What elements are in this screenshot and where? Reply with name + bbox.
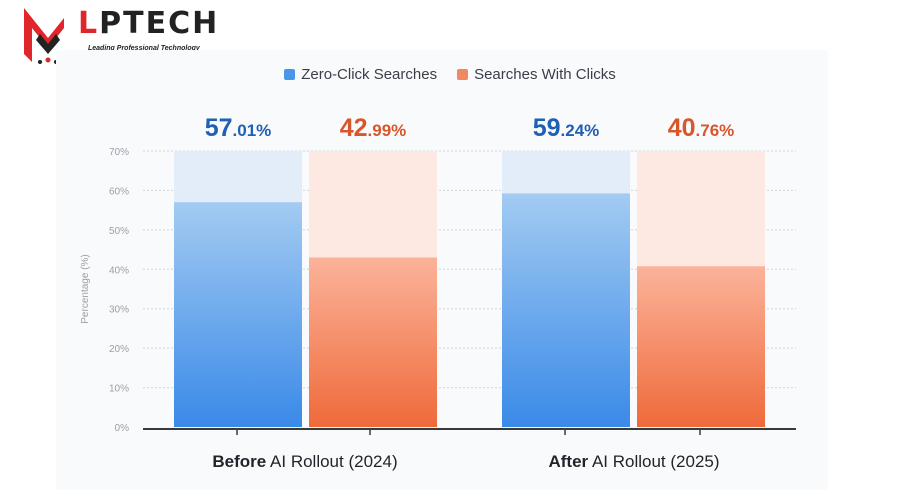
- data-label-integer: 59: [533, 114, 561, 142]
- y-tick-label: 0%: [115, 423, 130, 434]
- y-tick-label: 20%: [109, 344, 129, 355]
- category-label-rest: AI Rollout (2025): [588, 452, 719, 471]
- y-tick-label: 70%: [109, 147, 129, 158]
- x-category-label: After AI Rollout (2025): [548, 452, 719, 471]
- brand-name: LPTECH: [78, 6, 220, 41]
- y-tick-label: 40%: [109, 265, 129, 276]
- category-label-bold: Before: [212, 452, 266, 471]
- data-label-fraction: .01%: [233, 121, 272, 140]
- legend-label-zero-click: Zero-Click Searches: [301, 66, 438, 83]
- data-label-with-clicks: 42.99%: [340, 114, 407, 142]
- legend-item-with-clicks: Searches With Clicks: [457, 66, 616, 83]
- bar-zero-click: [502, 193, 630, 427]
- category-label-rest: AI Rollout (2024): [266, 452, 397, 471]
- bar-with-clicks: [309, 257, 437, 427]
- brand-logo: LPTECH Leading Professional Technology: [18, 4, 218, 66]
- data-label-zero-click: 57.01%: [205, 114, 272, 142]
- data-label-fraction: .24%: [561, 121, 600, 140]
- lp-monogram-icon: [24, 8, 64, 64]
- data-label-integer: 57: [205, 114, 233, 142]
- data-label-with-clicks: 40.76%: [668, 114, 735, 142]
- bar-zero-click: [174, 202, 302, 427]
- y-tick-label: 10%: [109, 384, 129, 395]
- chart-legend: Zero-Click Searches Searches With Clicks: [0, 66, 900, 83]
- legend-label-with-clicks: Searches With Clicks: [474, 66, 616, 83]
- x-category-label: Before AI Rollout (2024): [212, 452, 397, 471]
- category-label-bold: After: [548, 452, 588, 471]
- data-label-fraction: .76%: [696, 121, 735, 140]
- data-label-integer: 40: [668, 114, 696, 142]
- data-label-fraction: .99%: [368, 121, 407, 140]
- bar-with-clicks: [637, 266, 765, 427]
- y-tick-label: 60%: [109, 186, 129, 197]
- data-label-integer: 42: [340, 114, 368, 142]
- legend-item-zero-click: Zero-Click Searches: [284, 66, 437, 83]
- legend-swatch-zero-click: [284, 69, 296, 80]
- data-label-zero-click: 59.24%: [533, 114, 600, 142]
- y-tick-label: 50%: [109, 226, 129, 237]
- legend-swatch-with-clicks: [457, 69, 469, 80]
- brand-tagline: Leading Professional Technology: [88, 45, 200, 52]
- y-axis-label: Percentage (%): [80, 254, 91, 323]
- y-tick-label: 30%: [109, 305, 129, 316]
